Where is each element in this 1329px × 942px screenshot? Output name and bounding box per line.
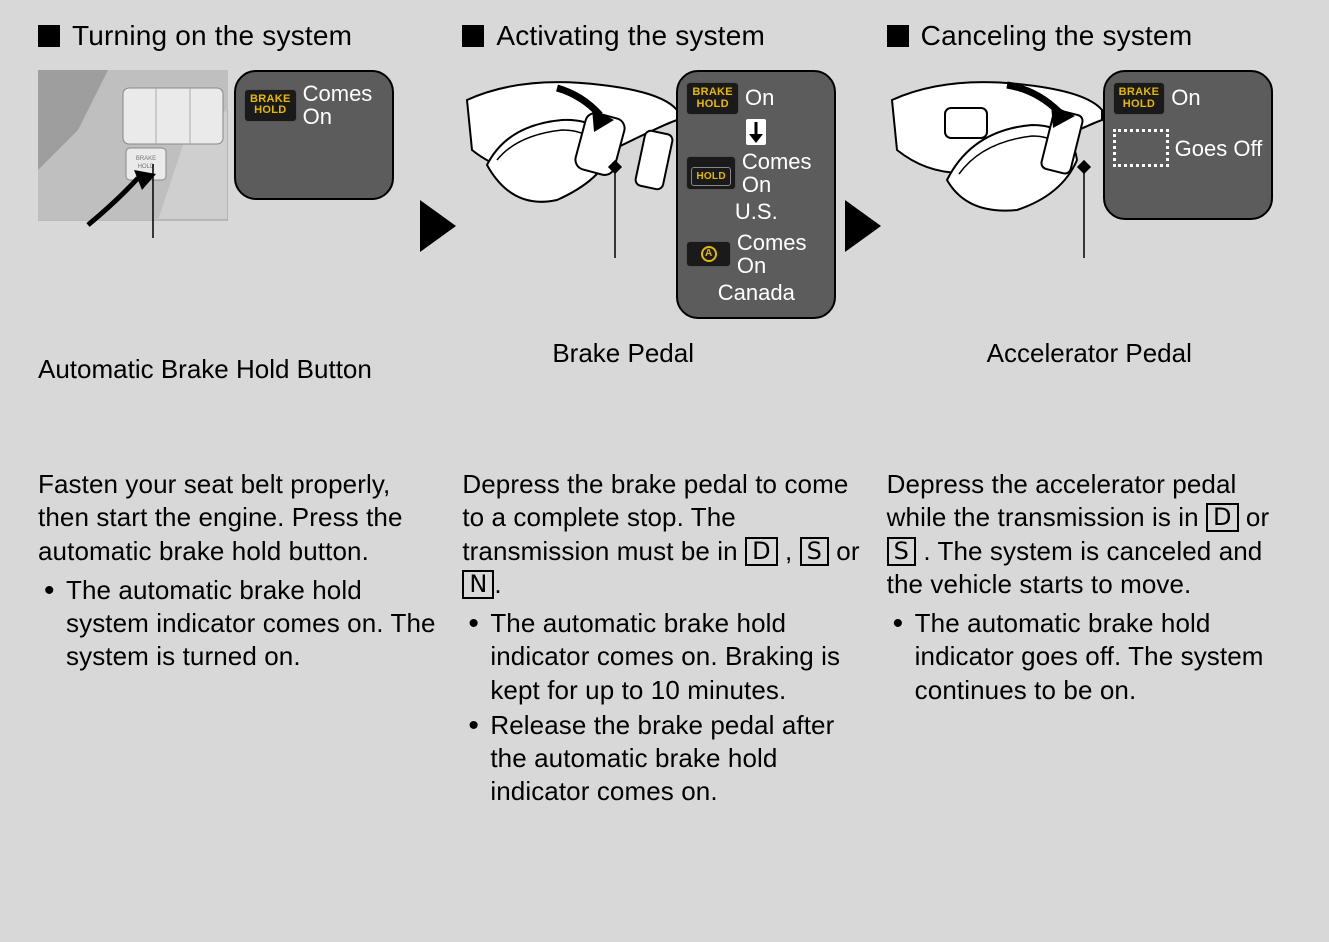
heading-text: Canceling the system <box>921 20 1193 52</box>
list-item: Release the brake pedal after the automa… <box>462 709 866 809</box>
accelerator-pedal-illustration <box>887 70 1107 260</box>
illustration-row-3: BRAKE HOLD On Goes Off <box>887 70 1291 350</box>
bullet-list-2: The automatic brake hold indicator comes… <box>462 607 866 809</box>
canada-status-text: Comes On <box>737 231 826 277</box>
heading-text: Activating the system <box>496 20 765 52</box>
intro-part: or <box>1239 502 1270 532</box>
list-item: The automatic brake hold indicator goes … <box>887 607 1291 707</box>
goes-off-text: Goes Off <box>1175 137 1263 160</box>
indicator-panel-3: BRAKE HOLD On Goes Off <box>1103 70 1273 220</box>
canada-label: Canada <box>686 281 826 305</box>
list-item: The automatic brake hold indicator comes… <box>462 607 866 707</box>
canada-indicator-icon: A <box>686 241 731 267</box>
heading-canceling: Canceling the system <box>887 20 1291 52</box>
down-arrow-icon <box>746 119 766 145</box>
body-text-1: Fasten your seat belt properly, then sta… <box>38 468 442 674</box>
heading-text: Turning on the system <box>72 20 352 52</box>
intro-part: Depress the accelerator pedal while the … <box>887 469 1237 532</box>
svg-text:BRAKE: BRAKE <box>136 156 156 162</box>
us-label: U.S. <box>686 200 826 224</box>
hold-status-text: Comes On <box>742 150 826 196</box>
flow-arrow-icon <box>420 200 456 257</box>
three-column-layout: Turning on the system BRAKE HOLD <box>28 20 1301 922</box>
illustration-row-2: BRAKE HOLD On HOLD Comes On U.S. <box>462 70 866 350</box>
brake-hold-indicator-icon: BRAKE HOLD <box>1113 82 1166 115</box>
caption-1: Automatic Brake Hold Button <box>38 354 442 385</box>
square-bullet-icon <box>462 25 484 47</box>
square-bullet-icon <box>887 25 909 47</box>
indicator-status-text: Comes On <box>303 82 384 128</box>
heading-activating: Activating the system <box>462 20 866 52</box>
brake-hold-indicator-icon: BRAKE HOLD <box>244 89 297 122</box>
body-text-2: Depress the brake pedal to come to a com… <box>462 468 866 809</box>
column-canceling: Canceling the system <box>877 20 1301 922</box>
brake-hold-button-illustration: BRAKE HOLD <box>38 70 228 240</box>
bullet-list-3: The automatic brake hold indicator goes … <box>887 607 1291 707</box>
flow-arrow-icon <box>845 200 881 257</box>
body-text-3: Depress the accelerator pedal while the … <box>887 468 1291 707</box>
gear-n-icon: N <box>462 570 494 599</box>
intro-part: . <box>494 569 501 599</box>
column-activating: Activating the system <box>452 20 876 922</box>
illustration-row-1: BRAKE HOLD BRAKE HOLD Comes On <box>38 70 442 350</box>
hold-indicator-icon: HOLD <box>691 167 731 186</box>
intro-part: . The system is canceled and the vehicle… <box>887 536 1263 599</box>
column-turning-on: Turning on the system BRAKE HOLD <box>28 20 452 922</box>
gear-d-icon: D <box>1206 503 1239 532</box>
indicator-panel-2: BRAKE HOLD On HOLD Comes On U.S. <box>676 70 836 319</box>
indicator-on-text: On <box>1171 86 1200 110</box>
list-item: The automatic brake hold system indicato… <box>38 574 442 674</box>
indicator-panel-1: BRAKE HOLD Comes On <box>234 70 394 200</box>
gear-s-icon: S <box>800 537 829 566</box>
heading-turning-on: Turning on the system <box>38 20 442 52</box>
intro-part: , <box>778 536 800 566</box>
gear-s-icon: S <box>887 537 916 566</box>
caption-3: Accelerator Pedal <box>987 338 1329 369</box>
square-bullet-icon <box>38 25 60 47</box>
brake-hold-indicator-icon: BRAKE HOLD <box>686 82 739 115</box>
bullet-list-1: The automatic brake hold system indicato… <box>38 574 442 674</box>
brake-pedal-illustration <box>462 70 682 260</box>
gear-d-icon: D <box>745 537 778 566</box>
intro-part: or <box>829 536 860 566</box>
dotted-off-box-icon <box>1113 129 1169 167</box>
intro-text: Fasten your seat belt properly, then sta… <box>38 469 403 566</box>
indicator-on-text: On <box>745 86 774 110</box>
